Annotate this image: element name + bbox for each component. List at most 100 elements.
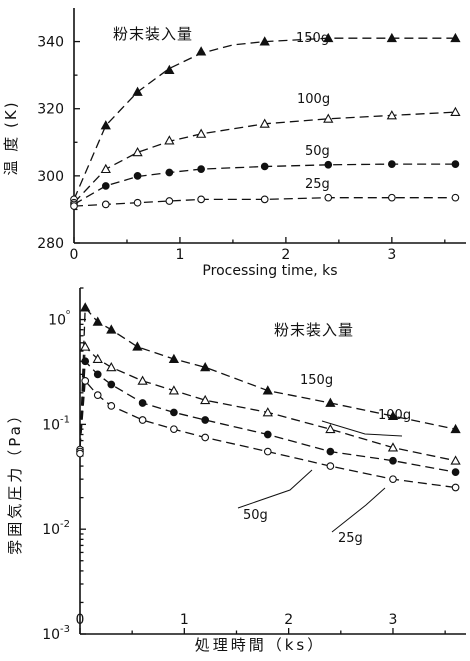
data-point xyxy=(100,163,111,174)
data-point xyxy=(106,324,117,334)
data-point xyxy=(165,197,174,205)
y-tick-label: 10-2 xyxy=(42,519,70,538)
data-point xyxy=(106,362,117,372)
series-label: 25g xyxy=(338,531,363,546)
pressure-chart: 雰囲気圧力（Pa） 粉末装入量 処理時間（ks） 0 1 2 3 10-3 10-2 10-… xyxy=(6,287,466,654)
data-point xyxy=(260,195,269,204)
series-label: 50g xyxy=(243,508,268,523)
y-tick-label: 10-1 xyxy=(42,414,70,433)
data-point xyxy=(132,341,143,351)
data-point xyxy=(93,370,102,379)
data-point xyxy=(138,399,147,407)
data-point xyxy=(201,433,210,442)
y-tick-label: 340 xyxy=(37,35,64,51)
data-point xyxy=(451,468,460,477)
label-leader-line xyxy=(321,420,403,437)
data-point xyxy=(196,46,207,56)
data-point xyxy=(323,32,334,43)
data-point xyxy=(107,380,116,389)
chart-xlabel: Processing time, ks xyxy=(202,263,337,279)
data-point xyxy=(101,200,110,209)
data-point xyxy=(168,385,180,395)
data-point xyxy=(451,483,460,492)
data-point xyxy=(81,377,90,385)
data-point xyxy=(132,86,143,96)
data-point xyxy=(451,193,460,202)
x-tick-label: 2 xyxy=(281,247,290,263)
data-point xyxy=(200,362,211,372)
data-point xyxy=(133,172,142,180)
data-point xyxy=(325,423,336,434)
data-point xyxy=(386,110,397,120)
data-point xyxy=(324,193,333,202)
data-point xyxy=(389,456,397,465)
chart-ylabel: 雰囲気圧力（Pa） xyxy=(6,405,24,555)
series-label: 50g xyxy=(305,144,330,159)
data-point xyxy=(132,147,143,157)
x-tick-label: 3 xyxy=(389,612,398,628)
series-line xyxy=(79,345,456,462)
data-point xyxy=(324,160,333,169)
y-tick-label: 320 xyxy=(37,102,64,118)
data-point xyxy=(387,193,396,202)
data-point xyxy=(263,430,272,439)
data-point xyxy=(164,135,175,145)
data-point xyxy=(389,475,397,484)
series-label: 150g xyxy=(296,31,329,46)
data-point xyxy=(262,407,273,417)
data-point xyxy=(259,118,270,128)
data-point xyxy=(100,120,111,130)
data-point xyxy=(262,385,273,395)
data-point xyxy=(92,353,103,363)
label-leader-line xyxy=(331,487,386,533)
data-point xyxy=(164,64,175,75)
data-point xyxy=(138,416,147,424)
data-point xyxy=(137,375,148,385)
data-point xyxy=(70,202,78,210)
data-point xyxy=(133,198,142,207)
data-point xyxy=(101,182,110,190)
x-tick-label: 1 xyxy=(180,612,189,628)
temperature-chart: 温 度 (K) 粉末装入量 Processing time, ks 0 1 2 3 28… xyxy=(2,8,466,279)
data-point xyxy=(197,165,205,173)
data-point xyxy=(387,410,399,420)
data-point xyxy=(170,425,178,434)
data-point xyxy=(450,455,461,465)
data-point xyxy=(76,449,84,458)
series-label: 100g xyxy=(378,408,411,423)
x-tick-label: 0 xyxy=(76,612,85,628)
data-point xyxy=(200,394,211,405)
x-tick-label: 1 xyxy=(175,247,184,263)
x-tick-label: 3 xyxy=(387,247,396,263)
data-point xyxy=(386,32,397,43)
data-point xyxy=(197,195,205,204)
data-point xyxy=(325,397,336,407)
data-point xyxy=(165,168,174,177)
chart-legend-title: 粉末装入量 xyxy=(113,25,193,43)
data-point xyxy=(107,402,116,410)
data-point xyxy=(263,447,272,456)
data-point xyxy=(259,36,270,46)
chart-ylabel: 温 度 (K) xyxy=(2,100,20,175)
data-point xyxy=(260,162,269,171)
x-tick-label: 0 xyxy=(70,247,79,263)
data-point xyxy=(387,160,396,168)
data-point xyxy=(93,391,102,400)
data-point xyxy=(196,128,207,138)
data-point xyxy=(80,302,91,312)
data-point xyxy=(168,353,180,363)
data-point xyxy=(450,32,461,43)
data-point xyxy=(80,341,91,351)
x-tick-label: 2 xyxy=(284,612,293,628)
chart-legend-title: 粉末装入量 xyxy=(274,321,354,339)
series-line xyxy=(73,37,456,200)
data-point xyxy=(326,462,335,470)
series-label: 100g xyxy=(297,92,330,107)
series-label: 25g xyxy=(305,177,330,192)
data-point xyxy=(201,416,210,424)
data-point xyxy=(450,423,461,434)
data-point xyxy=(323,113,334,123)
y-tick-label: 280 xyxy=(37,236,64,252)
y-tick-label: 10⁰ xyxy=(48,310,70,329)
